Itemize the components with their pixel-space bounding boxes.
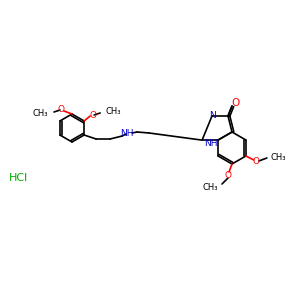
Text: O: O xyxy=(90,110,97,119)
Text: HCl: HCl xyxy=(8,173,28,183)
Text: O: O xyxy=(231,98,239,108)
Text: O: O xyxy=(252,157,260,166)
Text: NH: NH xyxy=(120,128,134,137)
Text: N: N xyxy=(208,112,215,121)
Text: CH₃: CH₃ xyxy=(105,107,121,116)
Text: CH₃: CH₃ xyxy=(271,152,286,161)
Text: CH₃: CH₃ xyxy=(32,109,48,118)
Text: NH: NH xyxy=(204,139,218,148)
Text: O: O xyxy=(58,106,64,115)
Text: O: O xyxy=(224,170,232,179)
Text: CH₃: CH₃ xyxy=(202,182,218,191)
